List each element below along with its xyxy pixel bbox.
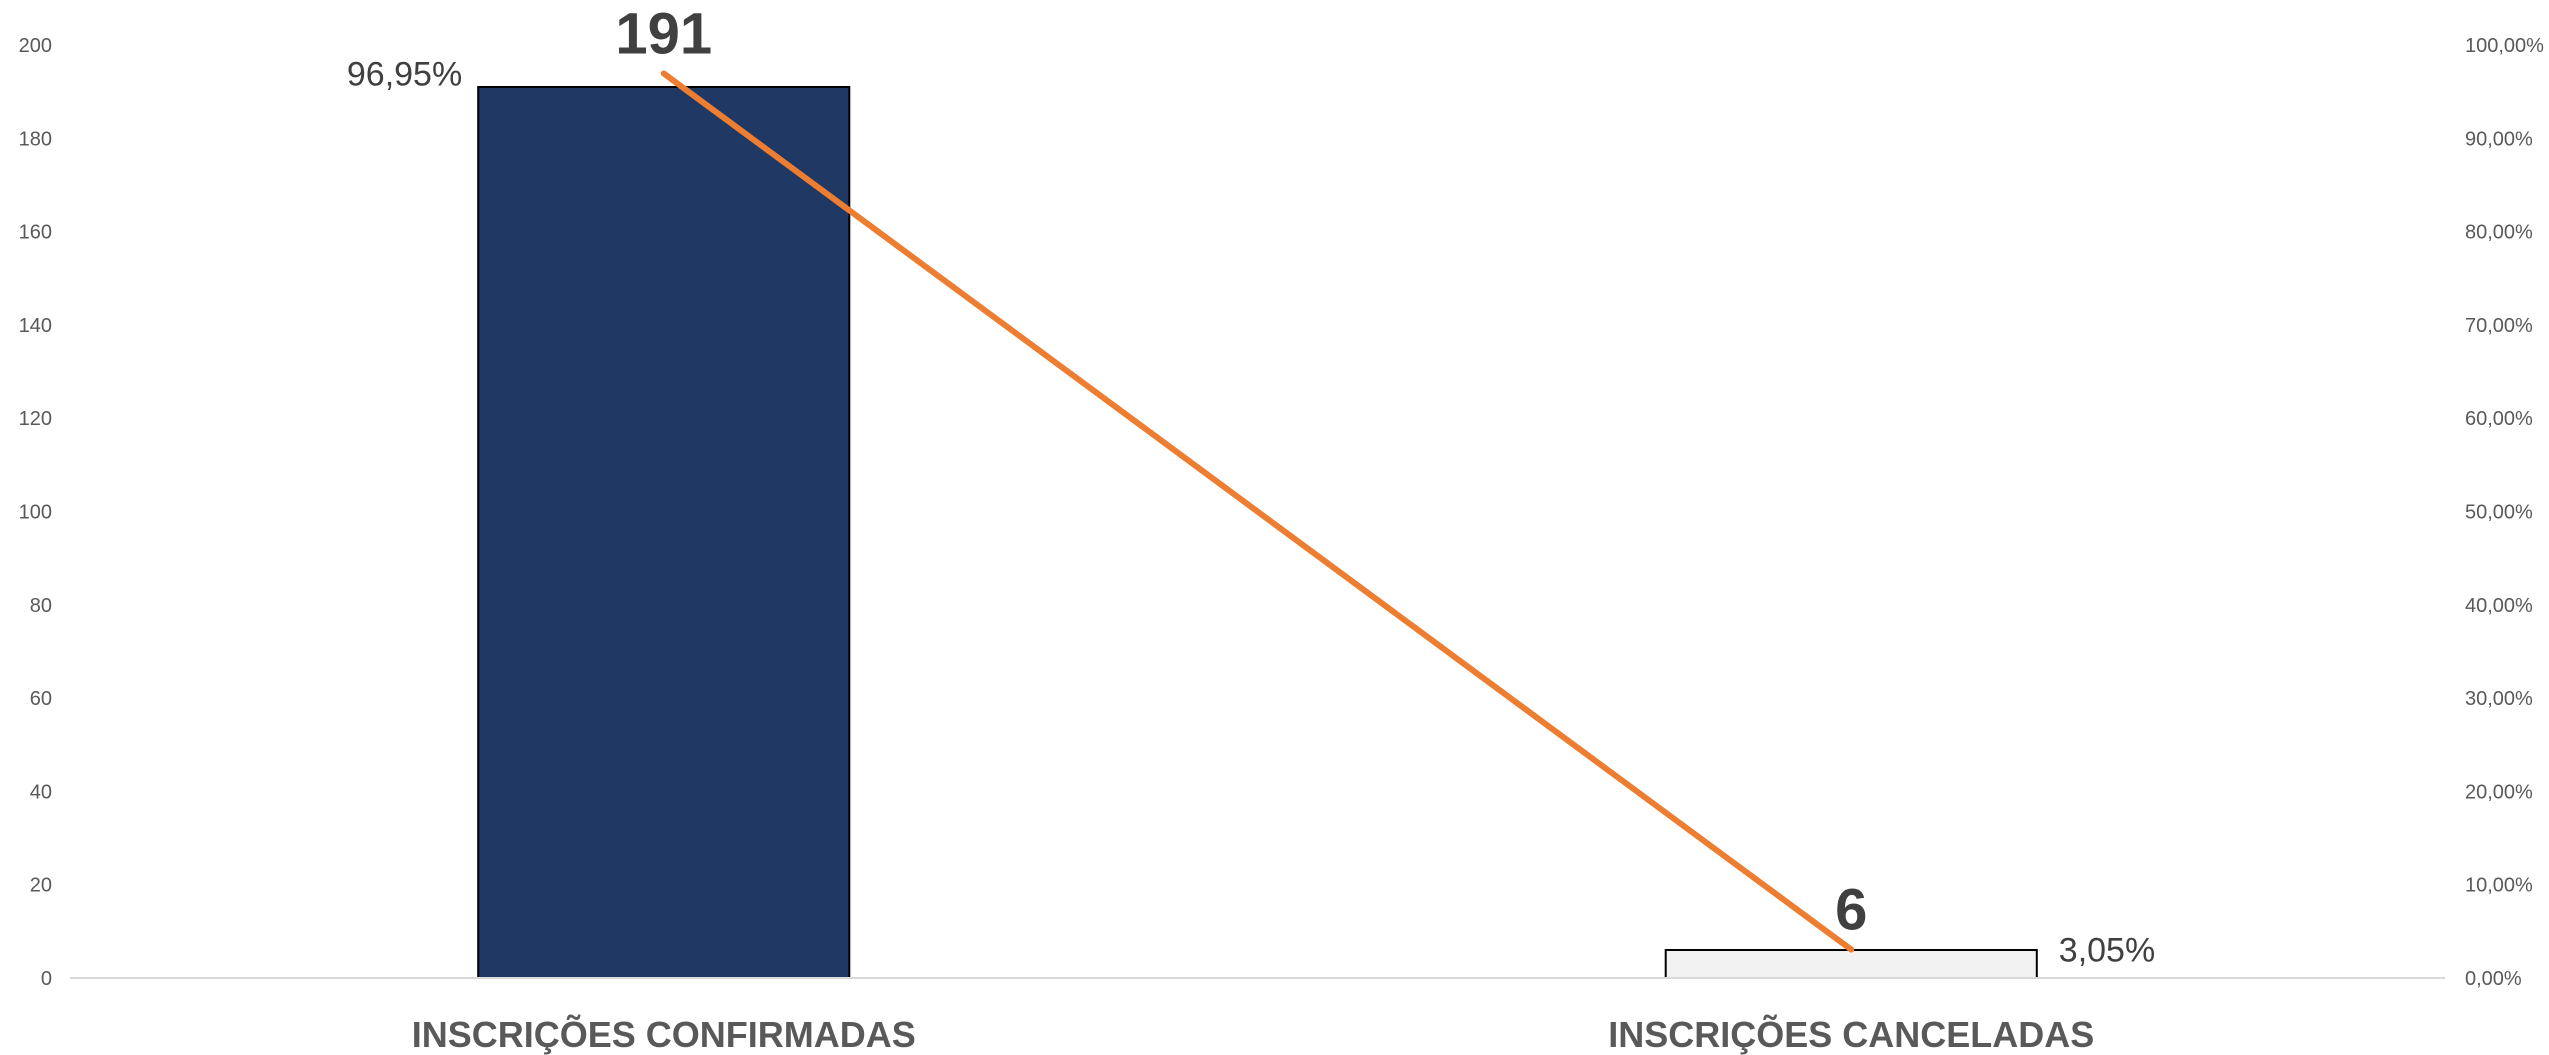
right-tick-label: 0,00% xyxy=(2465,968,2522,990)
right-tick-label: 30,00% xyxy=(2465,688,2533,710)
left-tick-label: 120 xyxy=(19,408,52,430)
right-tick-label: 70,00% xyxy=(2465,315,2533,337)
left-tick-label: 160 xyxy=(19,222,52,244)
bar-value-label: 6 xyxy=(1835,878,1867,943)
left-axis-ticks: 0 20 40 60 80 100 120 140 160 180 200 xyxy=(19,35,52,990)
data-labels: 191 6 96,95% 3,05% xyxy=(347,1,2155,969)
right-tick-label: 80,00% xyxy=(2465,222,2533,244)
right-tick-label: 40,00% xyxy=(2465,595,2533,617)
left-tick-label: 200 xyxy=(19,35,52,57)
bar-value-label: 191 xyxy=(615,1,712,66)
line-series xyxy=(660,70,1855,953)
right-axis-ticks: 0,00% 10,00% 20,00% 30,00% 40,00% 50,00% 60,00… xyxy=(2465,35,2544,990)
right-tick-label: 60,00% xyxy=(2465,408,2533,430)
bar xyxy=(477,85,851,980)
right-tick-label: 100,00% xyxy=(2465,35,2544,57)
right-tick-label: 90,00% xyxy=(2465,128,2533,150)
left-tick-label: 40 xyxy=(30,781,52,803)
right-tick-label: 50,00% xyxy=(2465,502,2533,524)
left-tick-label: 180 xyxy=(19,128,52,150)
right-tick-label: 10,00% xyxy=(2465,875,2533,897)
bar xyxy=(1664,949,2038,980)
left-tick-label: 100 xyxy=(19,502,52,524)
category-labels: INSCRIÇÕES CONFIRMADAS INSCRIÇÕES CANCELA… xyxy=(412,1013,2095,1055)
category-label: INSCRIÇÕES CONFIRMADAS xyxy=(412,1013,916,1055)
left-tick-label: 140 xyxy=(19,315,52,337)
category-label: INSCRIÇÕES CANCELADAS xyxy=(1608,1013,2094,1055)
line-value-label: 96,95% xyxy=(347,55,462,93)
line-value-label: 3,05% xyxy=(2059,932,2155,970)
left-tick-label: 20 xyxy=(30,875,52,897)
right-tick-label: 20,00% xyxy=(2465,781,2533,803)
bar-series xyxy=(477,85,2038,980)
left-tick-label: 0 xyxy=(41,968,52,990)
left-tick-label: 60 xyxy=(30,688,52,710)
line-series-path xyxy=(660,70,1855,953)
left-tick-label: 80 xyxy=(30,595,52,617)
